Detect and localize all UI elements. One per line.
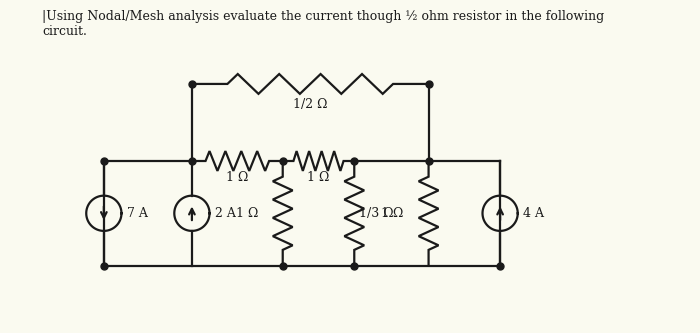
Text: 1 Ω: 1 Ω bbox=[236, 207, 258, 220]
Text: 1 Ω: 1 Ω bbox=[382, 207, 404, 220]
Text: 4 A: 4 A bbox=[523, 207, 544, 220]
Text: 1/3 Ω: 1/3 Ω bbox=[358, 207, 393, 220]
Text: 2 A: 2 A bbox=[215, 207, 236, 220]
Text: 7 A: 7 A bbox=[127, 207, 148, 220]
Text: |Using Nodal/Mesh analysis evaluate the current though ½ ohm resistor in the fol: |Using Nodal/Mesh analysis evaluate the … bbox=[42, 10, 605, 38]
Text: 1 Ω: 1 Ω bbox=[226, 171, 248, 184]
Text: 1/2 Ω: 1/2 Ω bbox=[293, 98, 328, 111]
Text: 1 Ω: 1 Ω bbox=[307, 171, 330, 184]
